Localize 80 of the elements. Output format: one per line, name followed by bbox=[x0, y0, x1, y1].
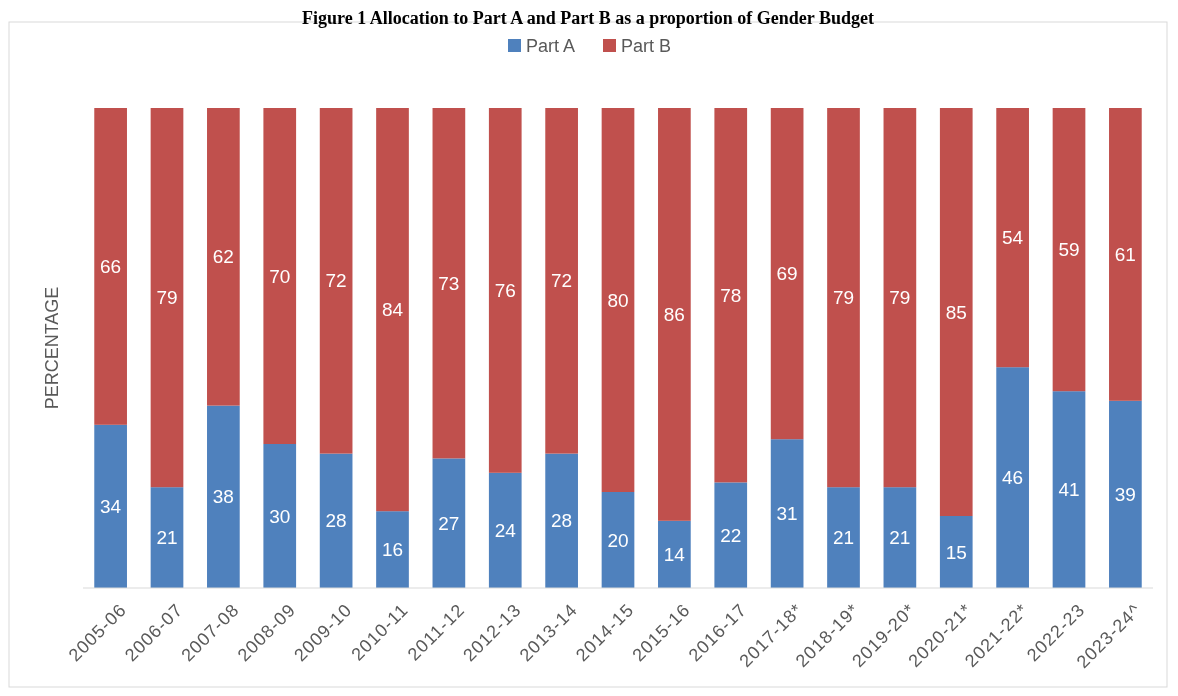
data-label: 79 bbox=[832, 287, 855, 309]
data-label: 41 bbox=[1058, 479, 1080, 501]
bar bbox=[601, 108, 635, 492]
bar bbox=[94, 108, 127, 425]
bar bbox=[714, 108, 748, 483]
legend-label: Part A bbox=[526, 36, 576, 57]
bar bbox=[1109, 400, 1142, 588]
data-label: 38 bbox=[212, 486, 234, 508]
bar bbox=[939, 516, 973, 588]
data-label: 79 bbox=[889, 287, 911, 309]
data-label: 79 bbox=[156, 287, 178, 309]
data-label: 72 bbox=[325, 270, 347, 292]
data-label: 84 bbox=[381, 299, 404, 321]
data-label: 20 bbox=[607, 529, 629, 551]
bar bbox=[1052, 108, 1086, 392]
y-axis-title: PERCENTAGE bbox=[42, 286, 62, 410]
bar bbox=[376, 511, 409, 588]
data-label: 16 bbox=[381, 539, 404, 561]
data-label: 15 bbox=[945, 541, 967, 563]
data-label: 70 bbox=[269, 265, 291, 287]
bar bbox=[770, 108, 804, 440]
chart-title: Figure 1 Allocation to Part A and Part B as a proportion of Gender Budget bbox=[301, 8, 875, 29]
bar bbox=[545, 108, 578, 454]
data-label: 21 bbox=[832, 527, 855, 549]
data-label: 54 bbox=[1002, 227, 1024, 249]
data-label: 31 bbox=[776, 503, 798, 525]
bar bbox=[319, 453, 353, 588]
bar bbox=[939, 108, 973, 516]
bar bbox=[207, 108, 240, 406]
data-label: 28 bbox=[325, 510, 347, 532]
bar bbox=[827, 108, 860, 488]
data-label: 27 bbox=[438, 512, 460, 534]
data-label: 69 bbox=[776, 263, 798, 285]
bar bbox=[1109, 108, 1142, 401]
bar bbox=[996, 108, 1029, 368]
data-label: 21 bbox=[889, 527, 911, 549]
bar bbox=[263, 444, 297, 588]
data-label: 14 bbox=[663, 544, 686, 566]
data-label: 34 bbox=[100, 496, 122, 518]
bar bbox=[94, 424, 127, 588]
bar bbox=[319, 108, 353, 454]
bar bbox=[1052, 391, 1086, 588]
data-label: 39 bbox=[1114, 484, 1136, 506]
data-label: 80 bbox=[607, 289, 629, 311]
data-label: 76 bbox=[494, 280, 516, 302]
data-label: 46 bbox=[1002, 467, 1024, 489]
bar bbox=[150, 108, 184, 488]
data-label: 59 bbox=[1058, 239, 1080, 261]
bar bbox=[883, 108, 917, 488]
data-label: 30 bbox=[269, 505, 291, 527]
bar bbox=[488, 108, 522, 473]
bar bbox=[432, 108, 466, 459]
data-label: 24 bbox=[494, 520, 517, 542]
bar bbox=[714, 482, 748, 588]
bar bbox=[658, 520, 691, 588]
data-label: 72 bbox=[551, 270, 573, 292]
bar bbox=[658, 108, 691, 521]
data-label: 86 bbox=[663, 304, 685, 326]
bar bbox=[545, 453, 578, 588]
bar bbox=[770, 439, 804, 588]
bar bbox=[150, 487, 184, 588]
bar bbox=[883, 487, 917, 588]
bar bbox=[432, 458, 466, 588]
bar bbox=[488, 472, 522, 588]
bar bbox=[996, 367, 1029, 588]
data-label: 61 bbox=[1114, 244, 1136, 266]
bar bbox=[207, 405, 240, 588]
bar bbox=[601, 492, 635, 588]
data-label: 73 bbox=[438, 272, 460, 294]
bar bbox=[376, 108, 409, 512]
bar bbox=[827, 487, 860, 588]
data-label: 28 bbox=[551, 510, 573, 532]
data-label: 21 bbox=[156, 527, 178, 549]
data-label: 85 bbox=[945, 301, 967, 323]
data-label: 66 bbox=[100, 256, 122, 278]
data-label: 62 bbox=[212, 246, 234, 268]
data-label: 78 bbox=[720, 284, 742, 306]
legend-label: Part B bbox=[621, 36, 672, 57]
data-label: 22 bbox=[720, 524, 742, 546]
bar bbox=[263, 108, 297, 444]
